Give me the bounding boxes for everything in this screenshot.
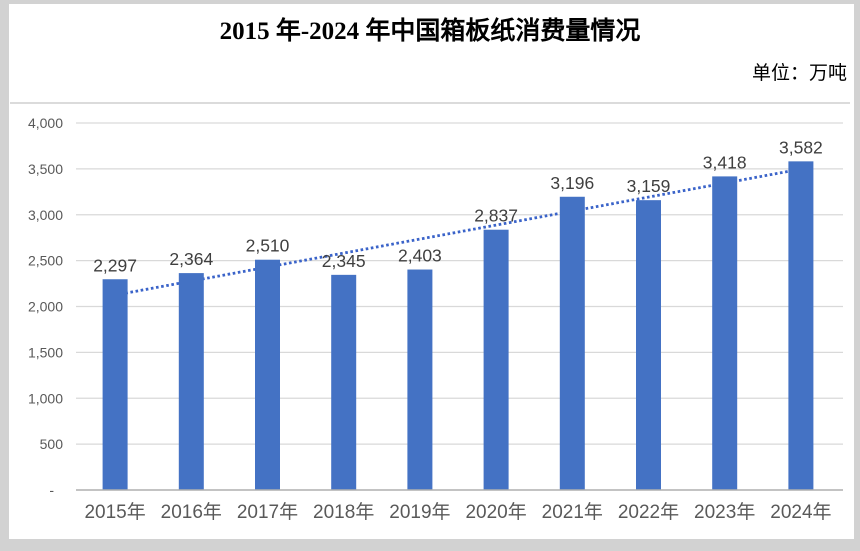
y-tick-label: 3,000	[28, 207, 63, 223]
x-tick-label: 2018年	[313, 501, 374, 523]
bar-2018年	[331, 274, 357, 490]
y-tick-label: 1,000	[28, 390, 63, 406]
value-label: 3,159	[627, 176, 671, 196]
x-tick-label: 2021年	[542, 501, 603, 523]
x-axis-labels: 2015年 2016年 2017年 2018年 2019年 2020年 2021年 2022年…	[84, 501, 831, 523]
value-labels: 2,297 2,364 2,510 2,345 2,403 2,837 3,196 3,159…	[93, 137, 823, 275]
bars	[102, 161, 814, 490]
x-tick-label: 2022年	[618, 501, 679, 523]
value-label: 2,837	[474, 206, 518, 226]
value-label: 2,403	[398, 246, 442, 266]
value-label: 3,196	[550, 173, 594, 193]
trendline	[114, 167, 802, 297]
y-tick-label: 500	[40, 436, 64, 452]
title-separator	[10, 102, 850, 104]
bar-2020年	[483, 229, 509, 490]
y-axis-labels: - 500 1,000 1,500 2,000 2,500 3,000 3,500 4,000	[28, 115, 63, 498]
x-tick-label: 2019年	[389, 501, 450, 523]
value-label: 3,418	[703, 152, 747, 172]
chart-title: 2015 年-2024 年中国箱板纸消费量情况	[219, 18, 641, 45]
value-label: 2,510	[246, 236, 290, 256]
y-tick-label: 1,500	[28, 344, 63, 360]
value-label: 2,345	[322, 251, 366, 271]
unit-label: 单位：万吨	[751, 63, 847, 84]
bar-2019年	[407, 269, 433, 490]
bar-2023年	[712, 176, 738, 490]
x-tick-label: 2023年	[694, 501, 755, 523]
bar-2024年	[788, 161, 814, 490]
bar-2021年	[559, 196, 585, 490]
y-tick-label: 2,500	[28, 253, 63, 269]
value-label: 2,297	[93, 255, 137, 275]
bar-2022年	[636, 200, 661, 490]
x-tick-label: 2017年	[237, 501, 298, 523]
bar-2016年	[178, 273, 204, 490]
value-label: 2,364	[169, 249, 213, 269]
y-tick-label: 4,000	[28, 115, 63, 131]
x-tick-label: 2016年	[161, 501, 222, 523]
bar-2015年	[102, 279, 128, 490]
y-tick-label: -	[49, 482, 54, 498]
x-tick-label: 2015年	[84, 501, 145, 523]
y-tick-label: 2,000	[28, 299, 63, 315]
bar-2017年	[255, 259, 280, 490]
value-label: 3,582	[779, 137, 823, 157]
x-tick-label: 2020年	[465, 501, 526, 523]
y-tick-label: 3,500	[28, 161, 63, 177]
x-tick-label: 2024年	[770, 501, 831, 523]
